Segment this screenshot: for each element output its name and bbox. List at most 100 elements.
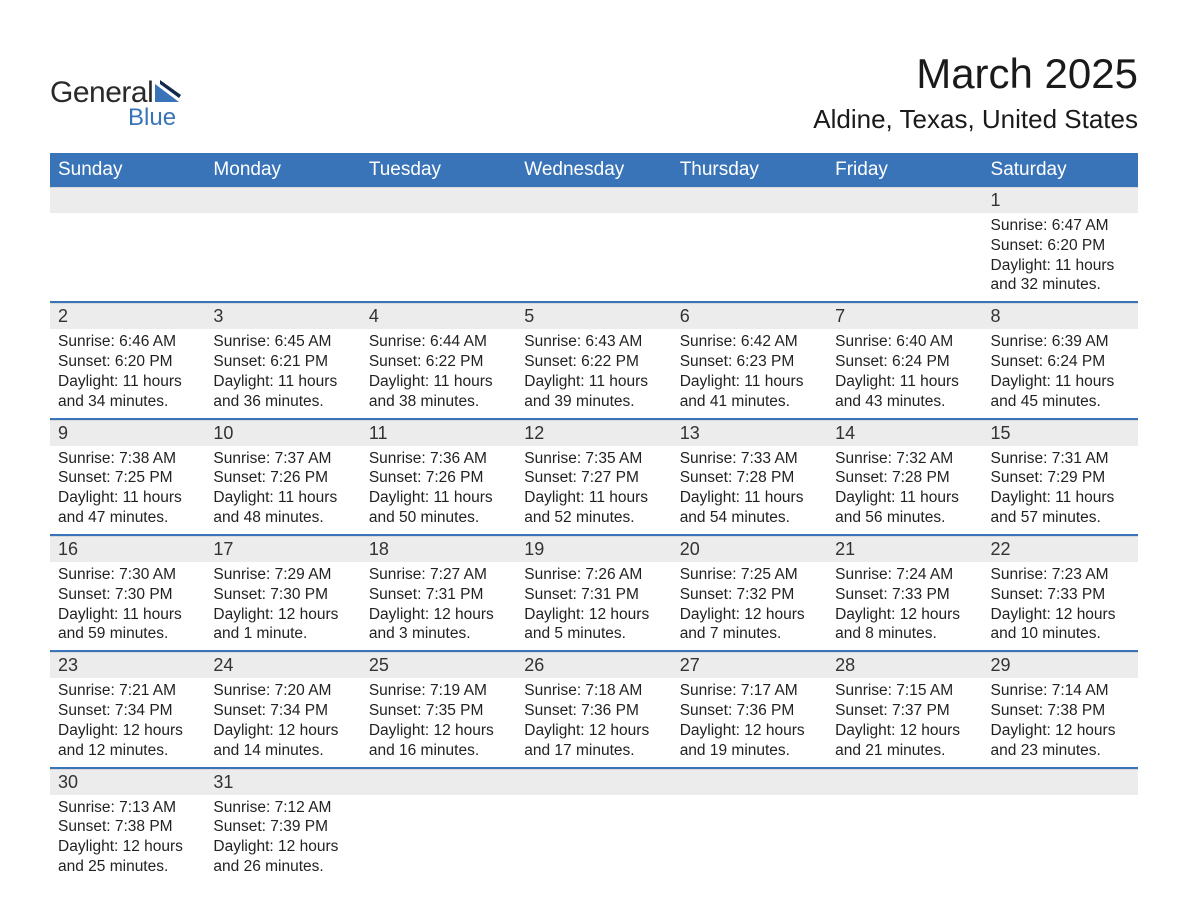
day-line: and 47 minutes.: [58, 508, 197, 528]
day-line: Sunset: 7:26 PM: [369, 468, 508, 488]
day-number: 16: [50, 536, 205, 562]
calendar-row: 1Sunrise: 6:47 AMSunset: 6:20 PMDaylight…: [50, 187, 1138, 302]
calendar-cell: 17Sunrise: 7:29 AMSunset: 7:30 PMDayligh…: [205, 535, 360, 651]
weekday-header: Saturday: [983, 153, 1138, 187]
day-number: [516, 187, 671, 213]
day-number: 14: [827, 420, 982, 446]
day-number: [205, 187, 360, 213]
day-line: and 32 minutes.: [991, 275, 1130, 295]
calendar-cell: 6Sunrise: 6:42 AMSunset: 6:23 PMDaylight…: [672, 302, 827, 418]
day-line: and 48 minutes.: [213, 508, 352, 528]
day-line: Sunrise: 6:47 AM: [991, 216, 1130, 236]
day-line: and 5 minutes.: [524, 624, 663, 644]
day-content: Sunrise: 6:39 AMSunset: 6:24 PMDaylight:…: [983, 329, 1138, 417]
day-line: Daylight: 11 hours: [835, 372, 974, 392]
day-line: and 17 minutes.: [524, 741, 663, 761]
day-number: 11: [361, 420, 516, 446]
day-content: Sunrise: 7:30 AMSunset: 7:30 PMDaylight:…: [50, 562, 205, 650]
day-content: Sunrise: 7:26 AMSunset: 7:31 PMDaylight:…: [516, 562, 671, 650]
calendar-cell: [672, 187, 827, 302]
day-number: 15: [983, 420, 1138, 446]
calendar-cell: 24Sunrise: 7:20 AMSunset: 7:34 PMDayligh…: [205, 651, 360, 767]
day-content: Sunrise: 7:19 AMSunset: 7:35 PMDaylight:…: [361, 678, 516, 766]
calendar-body: 1Sunrise: 6:47 AMSunset: 6:20 PMDaylight…: [50, 187, 1138, 883]
day-number: 2: [50, 303, 205, 329]
day-number: 4: [361, 303, 516, 329]
day-number: 3: [205, 303, 360, 329]
day-number: 25: [361, 652, 516, 678]
day-content: Sunrise: 6:44 AMSunset: 6:22 PMDaylight:…: [361, 329, 516, 417]
day-number: [827, 187, 982, 213]
day-line: Sunrise: 7:38 AM: [58, 449, 197, 469]
day-line: Sunrise: 6:43 AM: [524, 332, 663, 352]
day-number: [516, 769, 671, 795]
calendar-cell: 8Sunrise: 6:39 AMSunset: 6:24 PMDaylight…: [983, 302, 1138, 418]
day-line: Daylight: 12 hours: [58, 837, 197, 857]
day-line: and 57 minutes.: [991, 508, 1130, 528]
day-line: Sunrise: 7:13 AM: [58, 798, 197, 818]
day-line: Sunrise: 6:44 AM: [369, 332, 508, 352]
day-content: [516, 213, 671, 301]
calendar-cell: 28Sunrise: 7:15 AMSunset: 7:37 PMDayligh…: [827, 651, 982, 767]
calendar-cell: 9Sunrise: 7:38 AMSunset: 7:25 PMDaylight…: [50, 419, 205, 535]
calendar-cell: [516, 187, 671, 302]
day-content: Sunrise: 7:27 AMSunset: 7:31 PMDaylight:…: [361, 562, 516, 650]
calendar-cell: 4Sunrise: 6:44 AMSunset: 6:22 PMDaylight…: [361, 302, 516, 418]
calendar-cell: 16Sunrise: 7:30 AMSunset: 7:30 PMDayligh…: [50, 535, 205, 651]
calendar-cell: 29Sunrise: 7:14 AMSunset: 7:38 PMDayligh…: [983, 651, 1138, 767]
day-line: and 1 minute.: [213, 624, 352, 644]
day-line: Daylight: 12 hours: [835, 721, 974, 741]
weekday-header: Thursday: [672, 153, 827, 187]
logo-text-blue: Blue: [128, 104, 176, 132]
calendar-cell: 25Sunrise: 7:19 AMSunset: 7:35 PMDayligh…: [361, 651, 516, 767]
day-content: Sunrise: 7:35 AMSunset: 7:27 PMDaylight:…: [516, 446, 671, 534]
day-line: Daylight: 12 hours: [58, 721, 197, 741]
day-content: Sunrise: 6:43 AMSunset: 6:22 PMDaylight:…: [516, 329, 671, 417]
day-content: [361, 795, 516, 883]
day-line: Sunrise: 7:17 AM: [680, 681, 819, 701]
day-number: [361, 187, 516, 213]
day-number: 13: [672, 420, 827, 446]
day-number: 17: [205, 536, 360, 562]
day-line: Sunset: 7:34 PM: [58, 701, 197, 721]
day-number: 19: [516, 536, 671, 562]
day-line: and 52 minutes.: [524, 508, 663, 528]
day-line: Sunset: 6:20 PM: [991, 236, 1130, 256]
day-line: Daylight: 12 hours: [680, 605, 819, 625]
day-line: and 21 minutes.: [835, 741, 974, 761]
day-line: and 14 minutes.: [213, 741, 352, 761]
day-content: [827, 795, 982, 883]
day-line: Sunrise: 7:29 AM: [213, 565, 352, 585]
day-content: [672, 213, 827, 301]
day-line: Sunrise: 7:27 AM: [369, 565, 508, 585]
day-line: and 23 minutes.: [991, 741, 1130, 761]
day-line: Daylight: 12 hours: [524, 721, 663, 741]
day-content: Sunrise: 7:31 AMSunset: 7:29 PMDaylight:…: [983, 446, 1138, 534]
calendar-cell: 10Sunrise: 7:37 AMSunset: 7:26 PMDayligh…: [205, 419, 360, 535]
calendar-cell: 15Sunrise: 7:31 AMSunset: 7:29 PMDayligh…: [983, 419, 1138, 535]
day-content: Sunrise: 6:42 AMSunset: 6:23 PMDaylight:…: [672, 329, 827, 417]
flag-icon: [155, 80, 183, 107]
day-content: [983, 795, 1138, 883]
day-line: Sunrise: 7:32 AM: [835, 449, 974, 469]
day-content: Sunrise: 7:15 AMSunset: 7:37 PMDaylight:…: [827, 678, 982, 766]
day-line: Daylight: 11 hours: [835, 488, 974, 508]
day-content: Sunrise: 7:38 AMSunset: 7:25 PMDaylight:…: [50, 446, 205, 534]
title-block: March 2025 Aldine, Texas, United States: [813, 50, 1138, 135]
day-content: Sunrise: 7:13 AMSunset: 7:38 PMDaylight:…: [50, 795, 205, 883]
day-number: [672, 187, 827, 213]
day-content: Sunrise: 7:24 AMSunset: 7:33 PMDaylight:…: [827, 562, 982, 650]
day-number: 8: [983, 303, 1138, 329]
day-number: 22: [983, 536, 1138, 562]
day-number: 9: [50, 420, 205, 446]
calendar-row: 9Sunrise: 7:38 AMSunset: 7:25 PMDaylight…: [50, 419, 1138, 535]
calendar-cell: [205, 187, 360, 302]
calendar-cell: [50, 187, 205, 302]
calendar-row: 16Sunrise: 7:30 AMSunset: 7:30 PMDayligh…: [50, 535, 1138, 651]
day-content: Sunrise: 7:32 AMSunset: 7:28 PMDaylight:…: [827, 446, 982, 534]
day-line: Sunset: 7:31 PM: [369, 585, 508, 605]
day-line: Sunset: 7:33 PM: [835, 585, 974, 605]
day-line: and 8 minutes.: [835, 624, 974, 644]
day-line: Daylight: 11 hours: [524, 488, 663, 508]
day-line: Daylight: 12 hours: [369, 721, 508, 741]
